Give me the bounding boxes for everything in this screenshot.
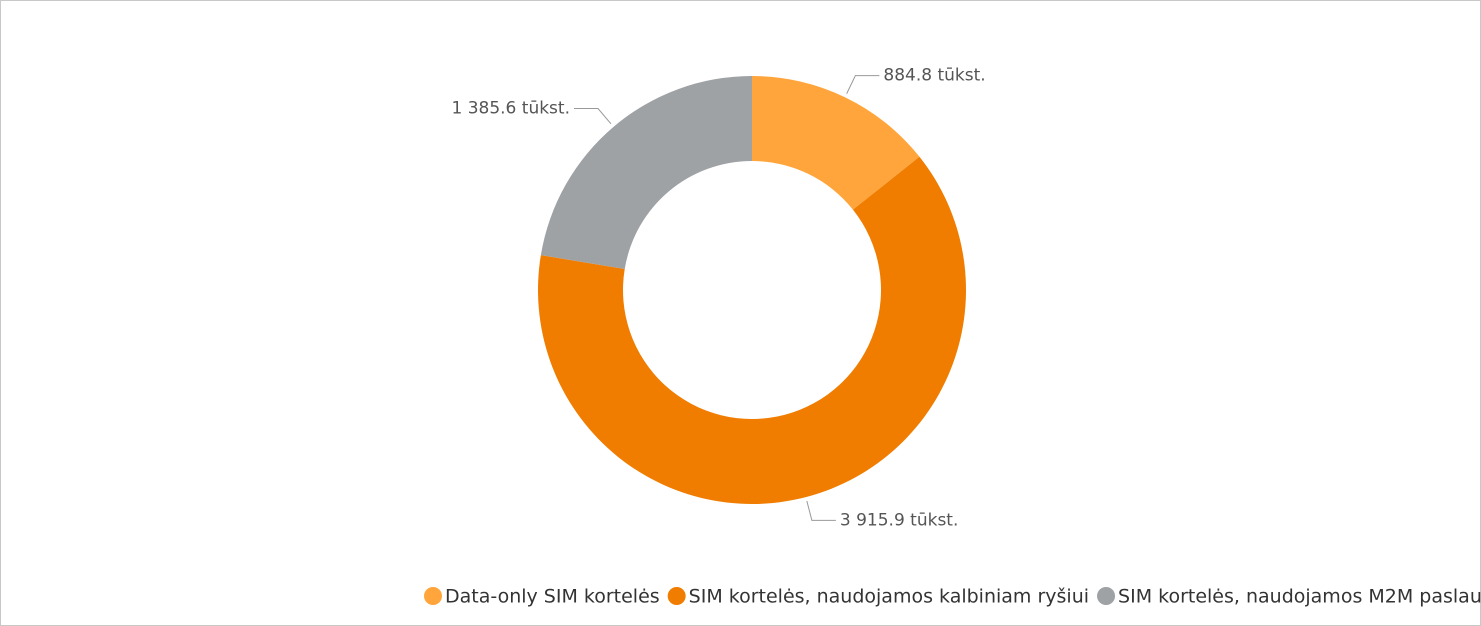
legend-marker [667, 587, 686, 605]
legend-marker [424, 587, 442, 605]
data-label: 1 385.6 tūkst. [451, 99, 570, 119]
legend-label: SIM kortelės, naudojamos M2M paslaugoms … [1118, 586, 1481, 608]
legend-label: Data-only SIM kortelės [445, 586, 660, 608]
donut-slice [752, 76, 920, 210]
donut-slice [540, 76, 752, 270]
leader-line [846, 75, 880, 94]
leader-line [574, 108, 612, 125]
legend-label: SIM kortelės, naudojamos kalbiniam ryšiu… [689, 586, 1089, 608]
data-label: 3 915.9 tūkst. [840, 510, 959, 530]
leader-line [806, 500, 836, 521]
donut-slice [537, 156, 966, 504]
data-label: 884.8 tūkst. [883, 66, 985, 86]
legend-marker [1097, 587, 1116, 605]
